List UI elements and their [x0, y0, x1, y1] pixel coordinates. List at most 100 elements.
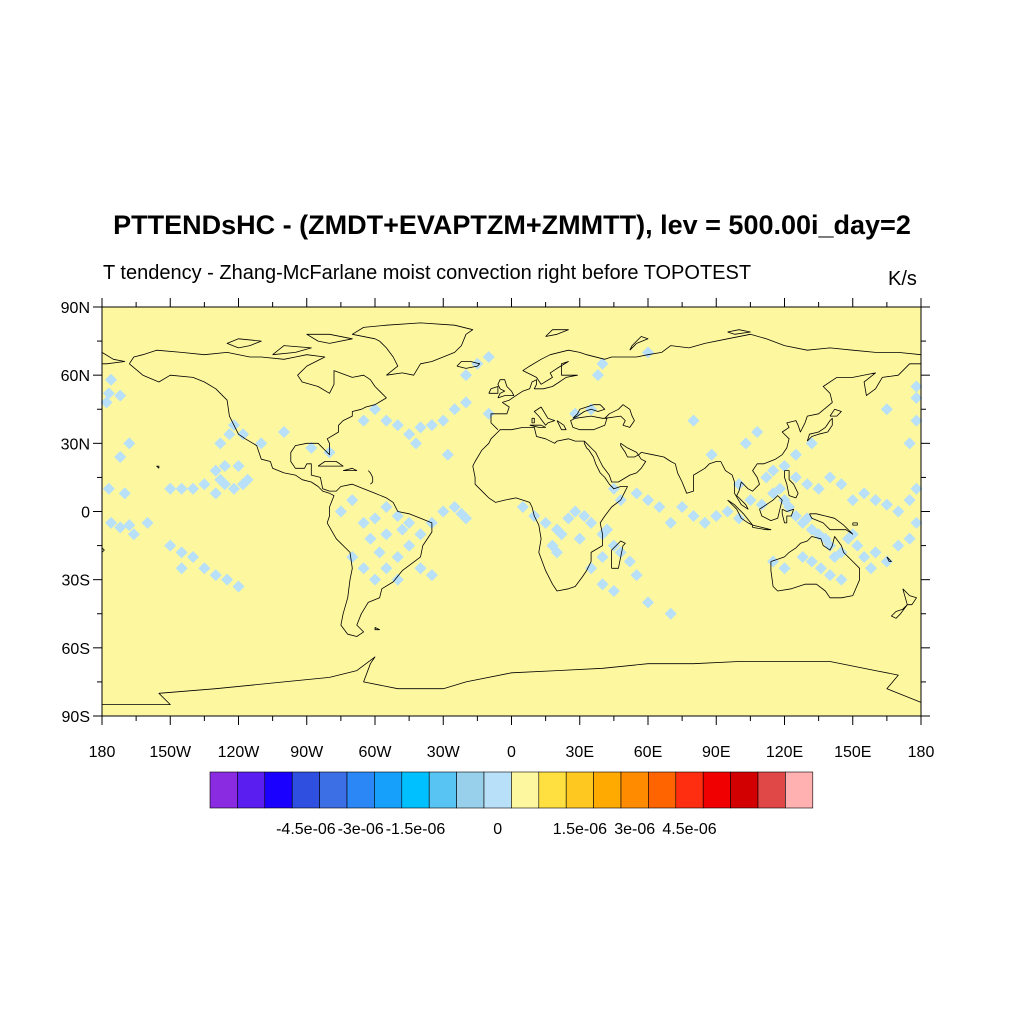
negative-value-patch: [460, 512, 472, 525]
coastline: [317, 461, 344, 467]
negative-value-patch: [892, 539, 905, 552]
coastline: [102, 656, 922, 705]
coastline: [490, 333, 922, 430]
negative-value-patch: [767, 555, 780, 568]
negative-value-patch: [551, 546, 563, 559]
negative-value-patch: [596, 550, 609, 563]
negative-value-patch: [369, 403, 381, 416]
negative-value-patch: [403, 428, 416, 441]
negative-value-patch: [227, 482, 240, 495]
negative-value-patch: [805, 555, 818, 568]
negative-value-patch: [687, 414, 700, 427]
plot-title: PTTENDsHC - (ZMDT+EVAPTZM+ZMMTT), lev = …: [113, 210, 911, 240]
colorbar-label: 0: [493, 821, 502, 838]
lon-tick-label: 150E: [834, 744, 871, 761]
colorbar-cell: [538, 771, 567, 809]
negative-value-patch: [380, 528, 393, 541]
colorbar-cell: [593, 771, 622, 809]
colorbar: -4.5e-06 -3e-06 -1.5e-06 0 1.5e-06 3e-06 4.5e-…: [209, 771, 814, 838]
negative-value-patch: [858, 550, 871, 563]
lon-tick-label: 150W: [149, 744, 192, 761]
colorbar-cell: [401, 771, 430, 809]
negative-value-patch: [357, 516, 370, 529]
lat-tick-label: 30S: [62, 573, 90, 590]
negative-value-patch: [141, 516, 154, 529]
coastline: [629, 336, 649, 351]
negative-value-patch: [114, 389, 127, 402]
negative-value-patch: [391, 419, 404, 432]
negative-value-patch: [789, 471, 802, 484]
negative-value-patch: [880, 498, 893, 511]
negative-value-patch: [664, 516, 677, 529]
negative-value-patch: [460, 396, 472, 409]
coastline: [852, 522, 858, 526]
negative-value-patch: [346, 550, 359, 563]
negative-value-patch: [824, 471, 836, 484]
coastline: [806, 417, 833, 442]
axis-ticks: 90N 60N 30N 0 30S 60S 90S 180 150W 120W 90W 60W 30W 0…: [61, 298, 934, 761]
negative-value-patch: [778, 460, 791, 473]
negative-value-patch: [601, 523, 614, 536]
negative-value-patch: [623, 555, 636, 568]
negative-value-patch: [357, 562, 370, 575]
colorbar-label: -4.5e-06: [276, 821, 336, 838]
negative-value-patch: [448, 403, 461, 416]
negative-value-patch: [755, 498, 768, 511]
negative-value-patch: [187, 482, 199, 495]
negative-value-patch: [482, 350, 495, 363]
negative-value-patch: [910, 516, 923, 529]
negative-value-patch: [910, 391, 923, 404]
colorbar-cell: [428, 771, 457, 809]
coastline: [497, 379, 515, 399]
coastlines: [101, 322, 922, 705]
negative-value-patch: [414, 562, 427, 575]
units-label: K/s: [888, 268, 917, 290]
negative-value-patch: [414, 528, 427, 541]
negative-value-patch: [105, 516, 118, 529]
colorbar-label: 3e-06: [614, 821, 655, 838]
coastline: [531, 417, 535, 424]
negative-value-patch: [642, 494, 654, 507]
negative-value-patch: [218, 478, 231, 491]
negative-value-patch: [403, 516, 416, 529]
coastline: [128, 349, 433, 637]
negative-value-patch: [596, 357, 609, 370]
coastline: [226, 338, 262, 349]
colorbar-cell: [675, 771, 704, 809]
map-area: [100, 306, 923, 717]
coastline: [101, 547, 105, 553]
coastline: [306, 333, 353, 344]
negative-value-patch: [221, 573, 234, 586]
negative-value-patch: [516, 500, 529, 513]
negative-value-patch: [698, 516, 711, 529]
colorbar-cell: [346, 771, 375, 809]
negative-value-patch: [744, 494, 757, 507]
negative-value-patch: [123, 519, 136, 532]
negative-value-patch: [305, 441, 318, 454]
lon-tick-label: 90W: [290, 744, 324, 761]
lon-tick-label: 0: [507, 744, 516, 761]
colorbar-cell: [785, 771, 814, 809]
negative-value-patch: [630, 569, 643, 582]
negative-value-patch: [175, 546, 188, 559]
negative-value-patch: [880, 403, 893, 416]
negative-value-patch: [425, 419, 438, 432]
negative-value-patch: [733, 478, 745, 491]
coastline: [456, 361, 481, 369]
negative-value-patch: [198, 478, 211, 491]
coastline: [343, 467, 358, 472]
coastline: [902, 588, 917, 606]
colorbar-cell: [237, 771, 266, 809]
negative-value-patch: [642, 596, 654, 609]
negative-value-patch: [255, 437, 268, 450]
negative-value-patch: [585, 516, 598, 529]
colorbar-label: 1.5e-06: [553, 821, 607, 838]
lon-tick-label: 120W: [218, 744, 261, 761]
negative-value-patch: [851, 539, 864, 552]
negative-value-patch: [198, 562, 211, 575]
colorbar-cell: [209, 771, 238, 809]
negative-value-patch: [373, 546, 386, 559]
lon-tick-label: 90E: [702, 744, 730, 761]
negative-value-patch: [789, 448, 802, 461]
negative-value-patch: [403, 539, 416, 552]
